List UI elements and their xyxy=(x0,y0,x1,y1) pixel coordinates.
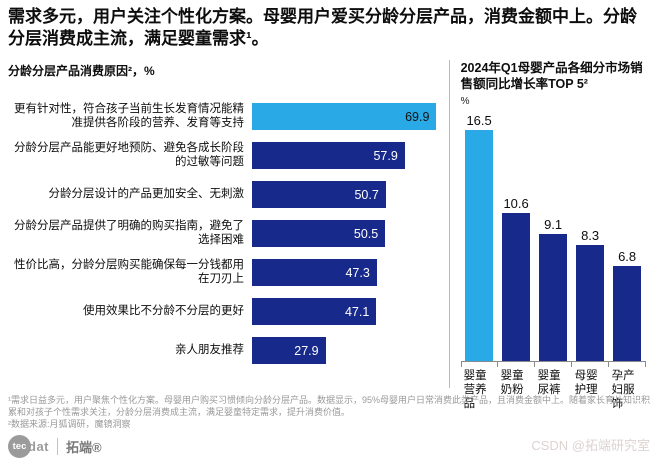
right-chart-title: 2024年Q1母婴产品各细分市场销售额同比增长率TOP 5² xyxy=(460,61,643,91)
footer: tec dat 拓端® xyxy=(8,435,102,458)
hbar-value-label: 69.9 xyxy=(405,109,430,124)
hbar-fill: 50.5 xyxy=(252,220,386,247)
hbar-row: 性价比高，分龄分层购买能确保每一分钱都用在刀刃上 47.3 xyxy=(8,259,447,286)
vbar-fill xyxy=(539,233,568,361)
hbar-track: 50.7 xyxy=(252,181,442,208)
vbar-value-label: 6.8 xyxy=(618,248,637,264)
vbar-cell: 8.3 xyxy=(572,228,609,361)
consumption-reasons-chart: 更有针对性，符合孩子当前生长发育情况能精准提供各阶段的营养、发育等支持 69.9 分… xyxy=(8,103,447,364)
hbar-category-label: 亲人朋友推荐 xyxy=(175,343,244,356)
panel-divider xyxy=(448,60,450,388)
csdn-watermark: CSDN @拓端研究室 xyxy=(531,438,650,453)
hbar-value-label: 27.9 xyxy=(294,343,319,358)
vbar-value-label: 8.3 xyxy=(581,227,600,243)
hbar-value-label: 47.1 xyxy=(344,304,370,319)
axis-tick xyxy=(571,362,608,367)
x-axis-category-label: 婴童奶粉 xyxy=(500,370,524,397)
y-axis-unit-label: % xyxy=(460,96,470,107)
x-axis-category-label: 婴童尿裤 xyxy=(537,370,561,397)
vbar-value-label: 16.5 xyxy=(466,113,492,128)
vbar-fill xyxy=(465,130,494,361)
headline: 需求多元，用户关注个性化方案。母婴用户爱买分龄分层产品，消费金额中上。分龄分层消… xyxy=(8,7,637,49)
x-axis-category-label: 孕产妇服饰 xyxy=(611,370,635,411)
hbar-track: 50.5 xyxy=(252,220,442,247)
hbar-category-label: 分龄分层产品能更好地预防、避免各成长阶段的过敏等问题 xyxy=(14,141,244,168)
hbar-fill: 47.1 xyxy=(252,298,377,325)
x-axis-category-label: 婴童营养品 xyxy=(463,370,487,411)
vbar-cell: 6.8 xyxy=(609,249,646,361)
vbar-cell: 16.5 xyxy=(461,113,498,361)
vbar-fill xyxy=(613,265,642,361)
hbar-fill: 50.7 xyxy=(252,181,386,208)
vbar-fill xyxy=(502,212,531,361)
left-chart-title: 分龄分层产品消费原因²，% xyxy=(8,64,155,78)
footnote-2: ²数据来源:月狐调研，魔镜洞察 xyxy=(8,418,131,429)
hbar-row: 更有针对性，符合孩子当前生长发育情况能精准提供各阶段的营养、发育等支持 69.9 xyxy=(8,103,447,130)
hbar-track: 27.9 xyxy=(252,337,442,364)
hbar-row: 分龄分层设计的产品更加安全、无刺激 50.7 xyxy=(8,181,447,208)
charts-area: 分龄分层产品消费原因²，% 更有针对性，符合孩子当前生长发育情况能精准提供各阶段… xyxy=(8,60,652,412)
hbar-value-label: 50.7 xyxy=(354,187,379,202)
axis-tick xyxy=(534,362,571,367)
hbar-track: 47.1 xyxy=(252,298,442,325)
hbar-value-label: 47.3 xyxy=(345,265,370,280)
axis-tick xyxy=(460,362,498,367)
footnote-1: ¹需求日益多元，用户聚焦个性化方案。母婴用户购买习惯倾向分龄分层产品。数据显示，… xyxy=(8,394,651,417)
vbar-fill xyxy=(576,244,605,361)
hbar-category-label: 使用效果比不分龄不分层的更好 xyxy=(83,304,244,317)
hbar-fill: 47.3 xyxy=(252,259,377,286)
hbar-row: 分龄分层产品提供了明确的购买指南，避免了选择困难 50.5 xyxy=(8,220,447,247)
tecdat-logo-icon: tec xyxy=(8,435,31,458)
hbar-fill: 27.9 xyxy=(252,337,326,364)
hbar-category-label: 更有针对性，符合孩子当前生长发育情况能精准提供各阶段的营养、发育等支持 xyxy=(14,102,244,129)
footnotes: ¹需求日益多元，用户聚焦个性化方案。母婴用户购买习惯倾向分龄分层产品。数据显示，… xyxy=(8,394,652,430)
hbar-row: 亲人朋友推荐 27.9 xyxy=(8,337,447,364)
left-chart-panel: 分龄分层产品消费原因²，% 更有针对性，符合孩子当前生长发育情况能精准提供各阶段… xyxy=(8,60,447,412)
vbar-cell: 10.6 xyxy=(498,196,535,361)
tecdat-logo-text: dat xyxy=(28,439,49,454)
hbar-fill: 69.9 xyxy=(252,103,437,130)
axis-tick xyxy=(607,362,645,367)
hbar-track: 47.3 xyxy=(252,259,442,286)
vbar-cell: 9.1 xyxy=(535,217,572,361)
brand-name: 拓端® xyxy=(66,440,102,455)
growth-rate-chart: 16.5 10.6 9.1 8.3 6.8 xyxy=(461,109,646,361)
right-chart-panel: 2024年Q1母婴产品各细分市场销售额同比增长率TOP 5² % 16.5 10.… xyxy=(455,60,652,412)
vbar-value-label: 9.1 xyxy=(544,216,563,232)
hbar-value-label: 50.5 xyxy=(353,226,379,241)
axis-tick xyxy=(497,362,534,367)
x-axis-baseline xyxy=(460,361,646,367)
hbar-track: 69.9 xyxy=(252,103,442,130)
hbar-category-label: 分龄分层设计的产品更加安全、无刺激 xyxy=(48,187,245,200)
logo-divider xyxy=(57,438,58,455)
hbar-value-label: 57.9 xyxy=(373,148,398,163)
hbar-track: 57.9 xyxy=(252,142,442,169)
hbar-row: 分龄分层产品能更好地预防、避免各成长阶段的过敏等问题 57.9 xyxy=(8,142,447,169)
x-axis-category-label: 母婴护理 xyxy=(574,370,598,397)
hbar-row: 使用效果比不分龄不分层的更好 47.1 xyxy=(8,298,447,325)
x-axis-labels: 婴童营养品 婴童奶粉 婴童尿裤 母婴护理 孕产妇服饰 xyxy=(461,369,646,412)
hbar-fill: 57.9 xyxy=(252,142,405,169)
hbar-category-label: 分龄分层产品提供了明确的购买指南，避免了选择困难 xyxy=(14,219,244,246)
vbar-value-label: 10.6 xyxy=(503,195,529,211)
hbar-category-label: 性价比高，分龄分层购买能确保每一分钱都用在刀刃上 xyxy=(14,258,244,285)
